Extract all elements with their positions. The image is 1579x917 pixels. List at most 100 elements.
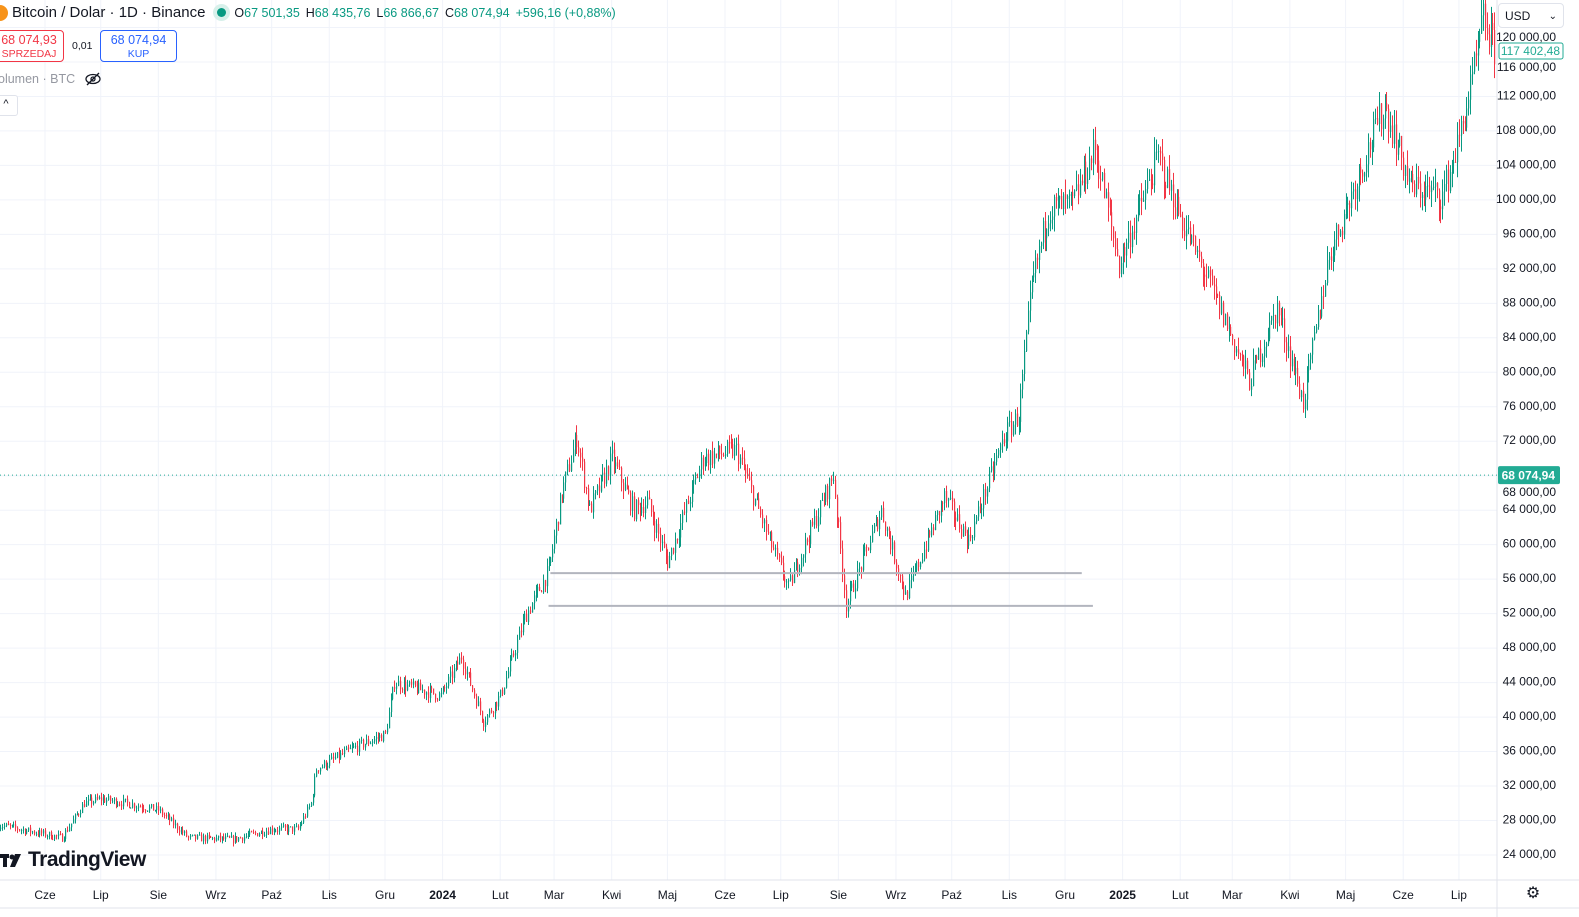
candle-body — [415, 681, 417, 687]
time-axis-label: 2025 — [1109, 888, 1136, 902]
collapse-legend-button[interactable]: ^ — [0, 95, 18, 116]
tradingview-logo[interactable]: TradingView — [0, 848, 146, 872]
candle-body — [1212, 275, 1214, 285]
candle-body — [409, 681, 411, 685]
candle-body — [1481, 15, 1483, 34]
candle-body — [1093, 139, 1095, 163]
candle-body — [1329, 256, 1331, 260]
candle-body — [75, 814, 77, 820]
candle-body — [1476, 53, 1478, 56]
candle-body — [130, 807, 132, 809]
candle-body — [636, 500, 638, 520]
candle-body — [461, 657, 463, 660]
time-axis-label: Gru — [375, 888, 395, 902]
candle-body — [1245, 360, 1247, 369]
candle-body — [617, 462, 619, 468]
candle-body — [729, 441, 731, 444]
eye-hidden-icon[interactable] — [85, 72, 101, 86]
candle-body — [963, 526, 965, 537]
candle-body — [1323, 296, 1325, 298]
candle-body — [684, 511, 686, 513]
candle-body — [950, 497, 952, 499]
price-axis-label: 120 000,00 — [1496, 30, 1556, 44]
candle-body — [1171, 184, 1173, 191]
candle-body — [1290, 346, 1292, 367]
candle-body — [1201, 256, 1203, 264]
candle-body — [809, 542, 811, 544]
candle-body — [814, 515, 816, 525]
candle-body — [1494, 30, 1496, 65]
candle-body — [1472, 71, 1474, 75]
candle-body — [675, 538, 677, 553]
candle-body — [1071, 192, 1073, 195]
buy-button[interactable]: 68 074,94 KUP — [100, 30, 177, 62]
candle-body — [939, 510, 941, 516]
candle-body — [149, 806, 151, 811]
candle-body — [378, 736, 380, 738]
candle-body — [30, 827, 32, 833]
time-axis-label: Lut — [1172, 888, 1189, 902]
candle-body — [69, 827, 71, 832]
candle-body — [669, 555, 671, 568]
symbol-title[interactable]: Bitcoin / Dolar · 1D · Binance — [12, 4, 206, 21]
candle-body — [810, 521, 812, 544]
candle-body — [1195, 236, 1197, 253]
candle-body — [1351, 191, 1353, 209]
candle-body — [719, 445, 721, 455]
candle-body — [1106, 192, 1108, 199]
time-axis-label: Lut — [492, 888, 509, 902]
price-axis-label: 64 000,00 — [1503, 502, 1557, 516]
candle-body — [1275, 315, 1277, 324]
candle-body — [1316, 327, 1318, 332]
candle-body — [905, 591, 907, 595]
candle-body — [456, 661, 458, 668]
time-axis-label: Cze — [34, 888, 56, 902]
candle-body — [1262, 356, 1264, 363]
candle-body — [404, 681, 406, 691]
candle-body — [184, 831, 186, 834]
candle-body — [231, 835, 233, 838]
candle-body — [593, 493, 595, 513]
ohlc-low: L66 866,67 — [376, 5, 439, 20]
currency-select[interactable]: ⌄ USD — [1498, 3, 1564, 28]
candle-body — [961, 529, 963, 537]
candle-body — [116, 798, 118, 806]
candle-body — [1063, 194, 1065, 210]
candle-body — [290, 826, 292, 828]
candle-body — [361, 739, 363, 741]
candle-body — [1465, 123, 1467, 128]
candle-body — [708, 453, 710, 466]
candle-body — [660, 533, 662, 544]
last-price-tag-label: 117 402,48 — [1501, 44, 1560, 58]
candle-body — [322, 766, 324, 769]
candle-body — [67, 830, 69, 832]
candle-body — [248, 834, 250, 836]
price-axis-label: 92 000,00 — [1503, 261, 1557, 275]
candle-body — [301, 822, 303, 826]
candle-body — [1459, 134, 1461, 136]
candle-body — [153, 804, 155, 811]
candle-body — [275, 830, 277, 832]
volume-indicator[interactable]: olumen · BTC — [0, 72, 101, 86]
candle-body — [1373, 119, 1375, 148]
candle-body — [864, 546, 866, 552]
candle-body — [723, 454, 725, 456]
candle-body — [450, 671, 452, 677]
candle-body — [329, 758, 331, 766]
candle-body — [1405, 165, 1407, 176]
candle-body — [799, 567, 801, 572]
candle-body — [920, 562, 922, 567]
candle-body — [602, 472, 604, 476]
candle-body — [775, 547, 777, 550]
candle-body — [751, 480, 753, 487]
candle-body — [77, 814, 79, 816]
candle-body — [1401, 135, 1403, 158]
settings-icon[interactable]: ⚙ — [1525, 885, 1541, 902]
candle-body — [262, 830, 264, 836]
candle-body — [379, 735, 381, 738]
candle-body — [303, 816, 305, 823]
sell-button[interactable]: 68 074,93 SPRZEDAJ — [0, 30, 64, 62]
candle-body — [959, 514, 961, 530]
candle-body — [110, 796, 112, 801]
